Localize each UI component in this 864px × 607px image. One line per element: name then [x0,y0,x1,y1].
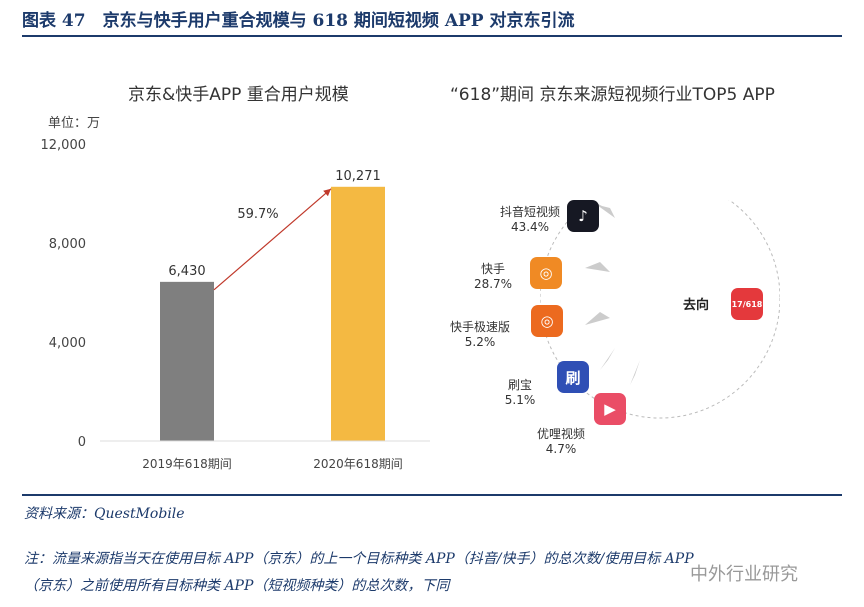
flow-arrows [585,200,640,385]
diagram-title: “618”期间 京东来源短视频行业TOP5 APP [450,85,775,105]
bar-value-label: 6,430 [168,264,205,279]
kuaishou-lite-icon: ◎ [531,305,563,337]
bar [331,186,385,441]
youli-icon: ▶ [594,393,626,425]
source-name: 刷宝 [507,378,532,392]
bottom-rule [22,494,842,496]
bar-chart: 0 4,000 8,000 12,000 6,430 2019年618期间 10,271 20… [41,138,430,471]
bar-chart-title: 京东&快手APP 重合用户规模 [128,85,349,105]
shuabao-icon: 刷 [557,361,589,393]
x-tick-label: 2020年618期间 [313,457,402,471]
kuaishou-icon: ◎ [530,257,562,289]
bar-value-label: 10,271 [335,169,381,184]
source-name: 快手极速版 [449,320,510,334]
y-tick-label: 8,000 [49,237,86,252]
bar [160,281,214,441]
y-tick-label: 0 [78,435,86,450]
source-label: 优哩视频 4.7% [521,427,601,457]
note-line-2: （京东）之前使用所有目标种类 APP（短视频种类）的总次数，下同 [24,578,450,594]
source-share: 28.7% [473,277,513,291]
target-label: 去向 [683,298,710,313]
y-tick-label: 12,000 [41,138,87,153]
jd-618-icon: 17/618 [731,288,763,320]
top-rule [22,35,842,37]
douyin-icon: ♪ [567,200,599,232]
figure-title: 图表 47 京东与快手用户重合规模与 618 期间短视频 APP 对京东引流 [22,11,575,31]
source-label: 抖音短视频 43.4% [490,205,570,235]
source-name: 抖音短视频 [499,205,560,219]
source-name: 快手 [480,262,505,276]
source-name: 优哩视频 [536,427,585,441]
x-tick-label: 2019年618期间 [142,457,231,471]
growth-label: 59.7% [237,207,278,222]
source-label: 快手极速版 5.2% [440,320,520,350]
source-note: 资料来源：QuestMobile [24,506,185,522]
unit-label: 单位：万 [48,116,101,131]
watermark: 中外行业研究 [690,564,798,585]
source-share: 4.7% [545,442,577,456]
source-share: 43.4% [510,220,550,234]
source-label: 刷宝 5.1% [480,378,560,408]
note-line-1: 注：流量来源指当天在使用目标 APP（京东）的上一个目标种类 APP（抖音/快手… [24,551,694,567]
source-share: 5.1% [504,393,536,407]
source-share: 5.2% [464,335,496,349]
growth-arrow [213,188,332,291]
y-tick-label: 4,000 [49,336,86,351]
source-label: 快手 28.7% [453,262,533,292]
flow-circle [540,200,780,419]
